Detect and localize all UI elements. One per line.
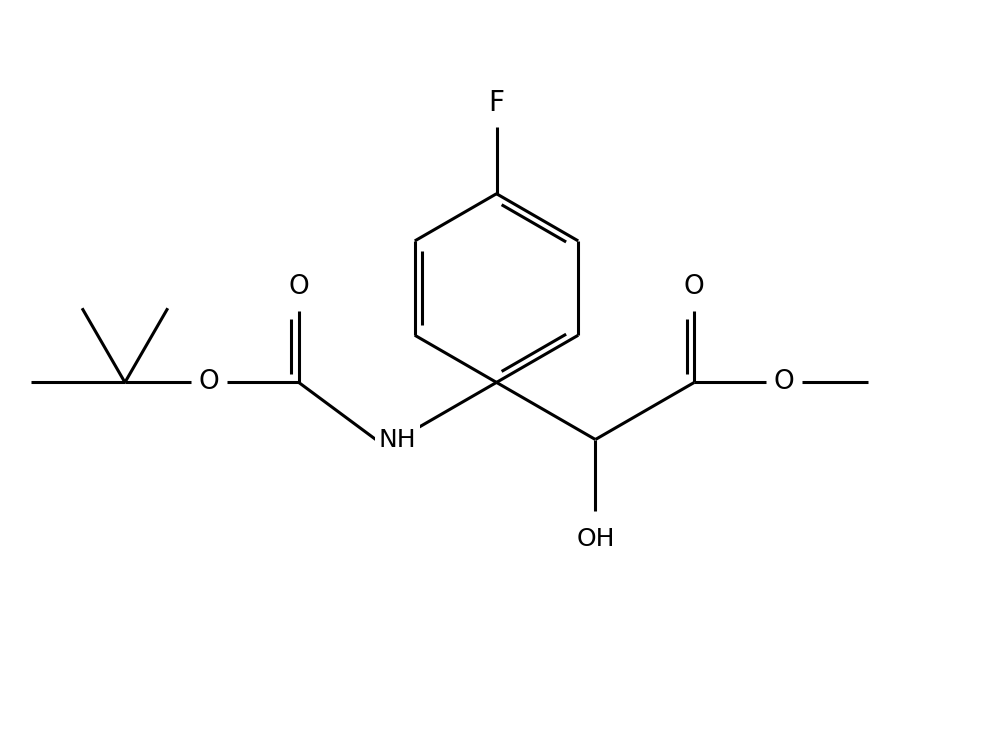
Text: O: O bbox=[684, 274, 705, 300]
Text: F: F bbox=[489, 90, 504, 118]
Text: O: O bbox=[199, 369, 219, 395]
Text: O: O bbox=[288, 274, 309, 300]
Text: NH: NH bbox=[378, 428, 416, 451]
Text: O: O bbox=[774, 369, 794, 395]
Text: OH: OH bbox=[576, 527, 615, 551]
